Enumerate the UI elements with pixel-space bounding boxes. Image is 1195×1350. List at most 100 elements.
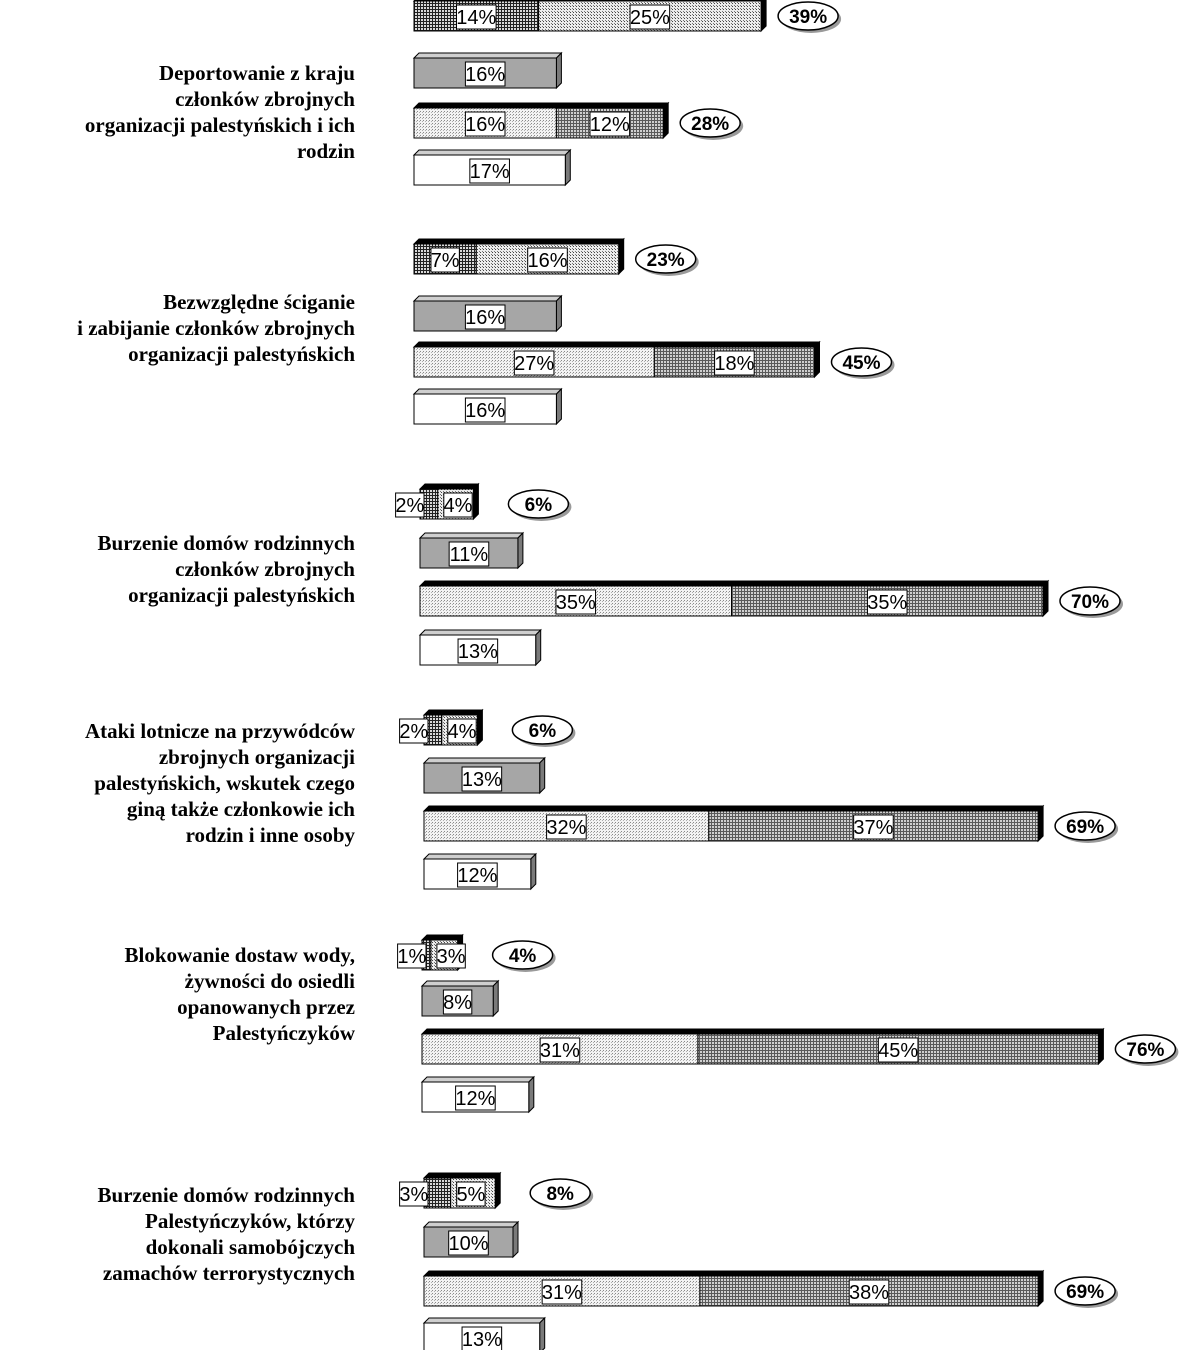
value-label: 4% — [444, 495, 473, 517]
bar-side-face — [517, 531, 524, 570]
bar-side-face — [618, 237, 625, 276]
bar-top-face — [420, 1076, 536, 1083]
bar-top-face — [422, 805, 1045, 812]
bar: 16% — [412, 387, 563, 426]
bar-top-face — [422, 1172, 502, 1179]
bar-side-face — [564, 148, 571, 187]
bar: 2% 4% 6% — [395, 482, 572, 521]
total-bubble — [529, 1178, 591, 1208]
bar-side-face — [555, 387, 562, 426]
value-label-box — [541, 1279, 583, 1305]
category-label-line: Blokowanie dostaw wody, — [124, 943, 355, 967]
bar-side-face — [530, 852, 537, 891]
bar-top-face — [412, 295, 563, 302]
category-label-line: Deportowanie z kraju — [159, 61, 355, 85]
value-label: 25% — [630, 7, 670, 29]
total-label: 76% — [1126, 1040, 1164, 1061]
bar-side-face — [1037, 804, 1044, 843]
category-label-line: organizacji palestyńskich i ich — [84, 113, 355, 137]
total-label: 69% — [1066, 1282, 1104, 1303]
bar-top-face — [422, 1317, 546, 1324]
value-label-box — [539, 1037, 581, 1063]
value-label-box — [442, 989, 473, 1015]
value-label: 27% — [514, 353, 554, 375]
bar-top-face — [418, 629, 542, 636]
bar: 16% — [412, 51, 563, 90]
value-label-box — [443, 492, 473, 518]
bar-top-face — [412, 388, 563, 395]
bar: 31% 38% 69% — [422, 1269, 1119, 1308]
bar: 7% 16% 23% — [412, 237, 699, 276]
category-label-line: Burzenie domów rodzinnych — [97, 1183, 355, 1207]
bar-side-face — [1042, 579, 1049, 618]
value-label-box — [877, 1037, 919, 1063]
total-bubble — [830, 347, 893, 377]
bar: 3% 5% 8% — [399, 1171, 594, 1210]
total-label: 6% — [525, 495, 553, 516]
value-label: 37% — [853, 817, 893, 839]
value-label-box — [430, 247, 460, 273]
value-label: 12% — [457, 865, 497, 887]
value-label: 16% — [465, 64, 505, 86]
value-label-box — [457, 862, 498, 888]
bar: 2% 4% 6% — [399, 708, 576, 747]
bar: 12% — [420, 1075, 536, 1114]
value-label: 31% — [540, 1040, 580, 1062]
value-label-box — [399, 718, 429, 744]
bar-side-face — [760, 0, 767, 33]
category-label-line: Ataki lotnicze na przywódców — [84, 719, 355, 743]
value-label: 12% — [455, 1088, 495, 1110]
category-label-line: Bezwzględne ściganie — [163, 290, 355, 314]
bar-side-face — [1037, 1269, 1044, 1308]
total-bubble — [491, 940, 554, 970]
total-label: 23% — [647, 250, 685, 271]
category-label-line: organizacji palestyńskich — [128, 342, 355, 366]
bar-top-face — [422, 1270, 1045, 1277]
bar-side-face — [494, 1171, 501, 1210]
bar-top-face — [422, 709, 484, 716]
value-label: 35% — [867, 592, 907, 614]
value-label-box — [397, 943, 427, 969]
value-label: 16% — [465, 307, 505, 329]
bar-top-face — [418, 532, 525, 539]
bar: 11% — [418, 531, 525, 570]
total-label: 70% — [1071, 592, 1109, 613]
bar-top-face — [412, 149, 572, 156]
value-label: 11% — [450, 544, 489, 566]
bar-top-face — [420, 934, 464, 941]
category-label-line: opanowanych przez — [177, 995, 355, 1019]
category-label-line: rodzin — [297, 139, 355, 163]
bar-side-face — [814, 340, 820, 379]
bar: 35% 35% 70% — [418, 579, 1123, 618]
bar-top-face — [418, 483, 480, 490]
total-bubble — [777, 1, 839, 31]
bar-side-face — [1097, 1027, 1104, 1066]
value-label: 10% — [448, 1233, 488, 1255]
value-label: 4% — [448, 721, 477, 743]
bar: 12% — [422, 852, 538, 891]
bar: 13% — [422, 756, 546, 795]
bar-top-face — [420, 980, 500, 987]
value-label-box — [399, 1181, 429, 1207]
bar-top-face — [412, 238, 625, 245]
value-label-box — [461, 766, 503, 792]
category-label-line: Burzenie domów rodzinnych — [97, 531, 355, 555]
value-label-box — [629, 4, 671, 30]
value-label-box — [461, 1326, 503, 1350]
value-label: 3% — [399, 1184, 428, 1206]
value-label: 31% — [542, 1282, 582, 1304]
value-label-box — [555, 589, 597, 615]
total-bubble — [1114, 1034, 1177, 1064]
value-label: 16% — [527, 250, 567, 272]
bar-top-face — [412, 341, 821, 348]
category-label: Bezwzględne ściganie i zabijanie członków… — [0, 289, 355, 367]
bar: 32% 37% 69% — [422, 804, 1119, 843]
total-label: 39% — [789, 7, 827, 28]
bar-side-face — [539, 1316, 546, 1350]
bar-side-face — [512, 1220, 519, 1259]
value-label: 32% — [546, 817, 586, 839]
category-label-line: zamachów terrorystycznych — [102, 1261, 355, 1285]
value-label: 5% — [456, 1184, 485, 1206]
value-label-box — [456, 1181, 486, 1207]
